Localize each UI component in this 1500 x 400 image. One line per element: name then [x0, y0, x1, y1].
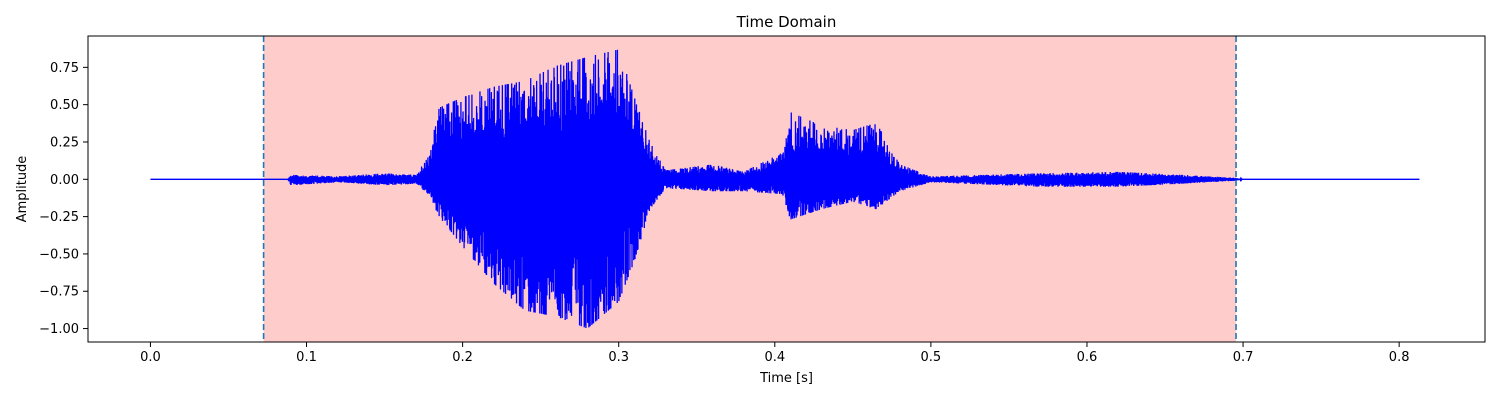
- x-tick-label: 0.7: [1233, 350, 1254, 365]
- x-axis-ticks: 0.0 0.1 0.2 0.3 0.4 0.5 0.6 0.7 0.8: [140, 342, 1409, 365]
- y-tick-label: −0.50: [39, 247, 79, 262]
- x-tick-label: 0.3: [608, 350, 629, 365]
- x-tick-label: 0.2: [452, 350, 473, 365]
- x-tick-label: 0.0: [140, 350, 161, 365]
- x-axis-label: Time [s]: [759, 371, 813, 386]
- x-tick-label: 0.4: [764, 350, 785, 365]
- boundary-lines: [262, 36, 1237, 342]
- x-tick-label: 0.6: [1077, 350, 1098, 365]
- y-tick-label: 0.50: [50, 98, 79, 113]
- x-tick-label: 0.1: [296, 350, 317, 365]
- y-tick-label: −1.00: [39, 322, 79, 337]
- y-axis-ticks: −1.00 −0.75 −0.50 −0.25 0.00 0.25 0.50 0.75: [39, 61, 88, 337]
- y-tick-label: 0.75: [50, 61, 79, 76]
- y-axis-label: Amplitude: [15, 156, 30, 223]
- waveform-series: [150, 49, 1420, 328]
- y-tick-label: −0.25: [39, 210, 79, 225]
- y-tick-label: 0.25: [50, 135, 79, 150]
- chart-title: Time Domain: [736, 13, 837, 31]
- y-tick-label: −0.75: [39, 285, 79, 300]
- x-tick-label: 0.5: [921, 350, 942, 365]
- waveform-line: [150, 49, 1420, 328]
- y-tick-label: 0.00: [50, 173, 79, 188]
- x-tick-label: 0.8: [1389, 350, 1410, 365]
- plot-frame: [87, 35, 1486, 343]
